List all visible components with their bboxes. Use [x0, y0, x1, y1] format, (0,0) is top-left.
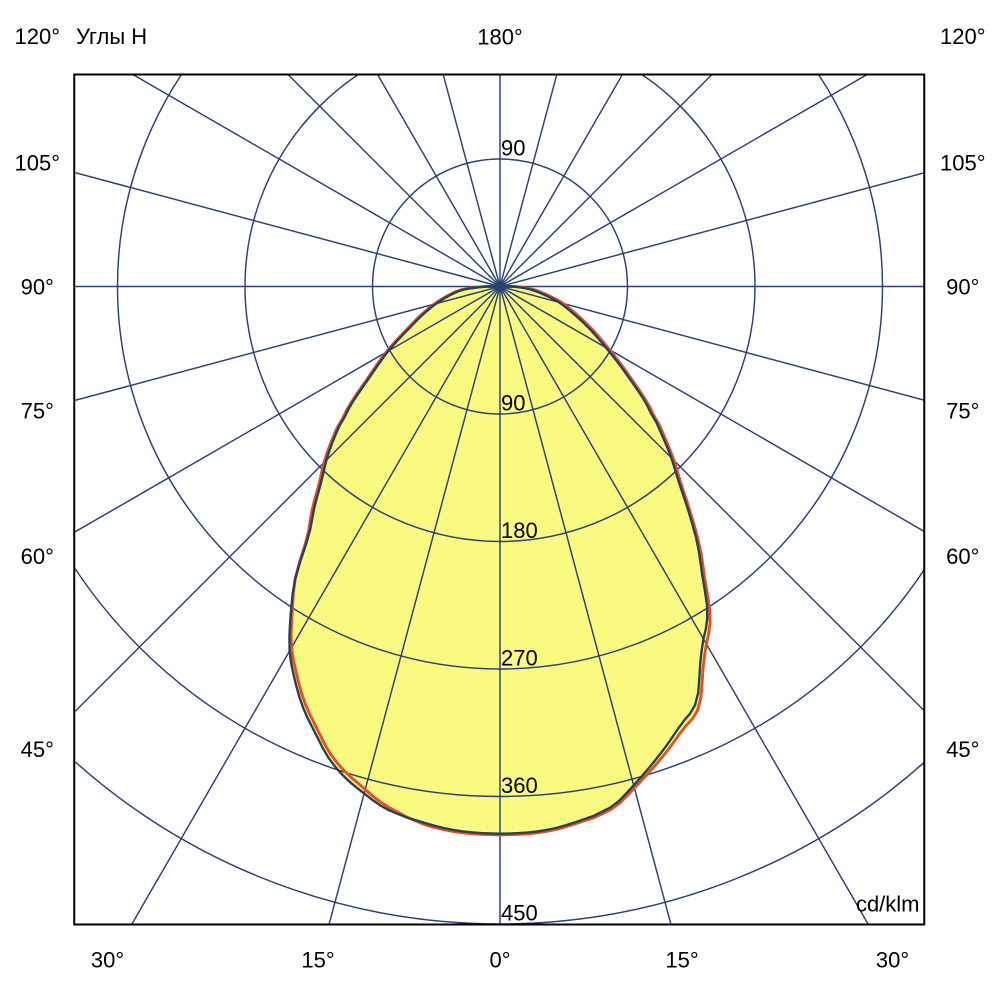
svg-text:75°: 75°	[21, 398, 54, 423]
svg-text:90: 90	[501, 391, 525, 416]
svg-text:30°: 30°	[91, 947, 124, 972]
svg-text:450: 450	[501, 901, 538, 926]
svg-text:cd/klm: cd/klm	[856, 892, 920, 917]
svg-text:120°: 120°	[940, 24, 986, 49]
svg-text:30°: 30°	[876, 947, 909, 972]
svg-text:45°: 45°	[946, 737, 979, 762]
svg-text:105°: 105°	[15, 150, 61, 175]
svg-text:15°: 15°	[665, 947, 698, 972]
svg-text:60°: 60°	[946, 544, 979, 569]
svg-text:90°: 90°	[21, 274, 54, 299]
svg-text:360: 360	[501, 773, 538, 798]
svg-text:105°: 105°	[940, 150, 986, 175]
svg-text:270: 270	[501, 646, 538, 671]
svg-text:60°: 60°	[21, 544, 54, 569]
svg-text:45°: 45°	[21, 737, 54, 762]
svg-text:120°: 120°	[15, 24, 61, 49]
svg-text:180: 180	[501, 518, 538, 543]
svg-text:90: 90	[501, 136, 525, 161]
svg-text:0°: 0°	[489, 947, 510, 972]
svg-text:90°: 90°	[946, 274, 979, 299]
svg-text:75°: 75°	[946, 398, 979, 423]
svg-text:180°: 180°	[477, 25, 523, 50]
svg-text:15°: 15°	[301, 947, 334, 972]
svg-text:Углы H: Углы H	[76, 24, 147, 49]
